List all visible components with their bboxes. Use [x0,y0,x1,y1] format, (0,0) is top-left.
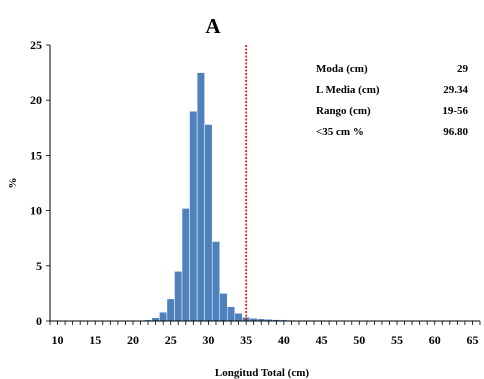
stat-label: Moda (cm) [316,63,368,75]
histogram-bar [166,298,175,322]
y-tick-label: 15 [30,148,42,162]
x-tick-label: 20 [127,333,139,347]
histogram-bar [234,313,243,322]
x-axis-label: Longitud Total (cm) [215,367,309,379]
histogram-bars [121,72,409,322]
y-tick-label: 0 [36,314,42,328]
histogram-bar [227,306,236,322]
stat-label: <35 cm % [316,126,364,138]
x-tick-label: 25 [165,333,177,347]
stat-value: 29 [457,63,469,75]
histogram-bar [211,241,220,322]
stat-value: 19-56 [442,105,468,117]
stat-label: L Media (cm) [316,84,380,96]
x-tick-label: 65 [466,333,478,347]
stat-value: 29.34 [443,84,468,96]
histogram-bar [181,208,190,322]
y-tick-label: 20 [30,93,42,107]
y-axis-label: % [7,178,19,189]
x-tick-label: 45 [316,333,328,347]
y-tick-label: 10 [30,204,42,218]
histogram-bar [219,293,228,322]
y-tick-label: 5 [36,259,42,273]
stat-label: Rango (cm) [316,105,371,117]
histogram-bar [204,124,213,322]
x-tick-label: 50 [353,333,365,347]
histogram-bar [159,311,168,322]
x-tick-label: 15 [89,333,101,347]
x-tick-label: 40 [278,333,290,347]
x-tick-labels: 10 15 20 25 30 35 40 45 50 55 60 65 [52,333,479,347]
histogram-bar [174,271,183,322]
histogram-bar [189,110,198,322]
x-tick-label: 35 [240,333,252,347]
chart-title: A [205,14,221,38]
stat-value: 96.80 [443,126,468,138]
histogram-bar [196,72,205,322]
y-tick-labels: 0 5 10 15 20 25 [30,38,42,328]
x-tick-label: 55 [391,333,403,347]
stats-table: Moda (cm) 29 L Media (cm) 29.34 Rango (cm) 19… [316,63,469,138]
x-tick-label: 10 [52,333,64,347]
y-tick-label: 25 [30,38,42,52]
x-tick-label: 60 [429,333,441,347]
x-tick-label: 30 [202,333,214,347]
axes [46,44,481,325]
